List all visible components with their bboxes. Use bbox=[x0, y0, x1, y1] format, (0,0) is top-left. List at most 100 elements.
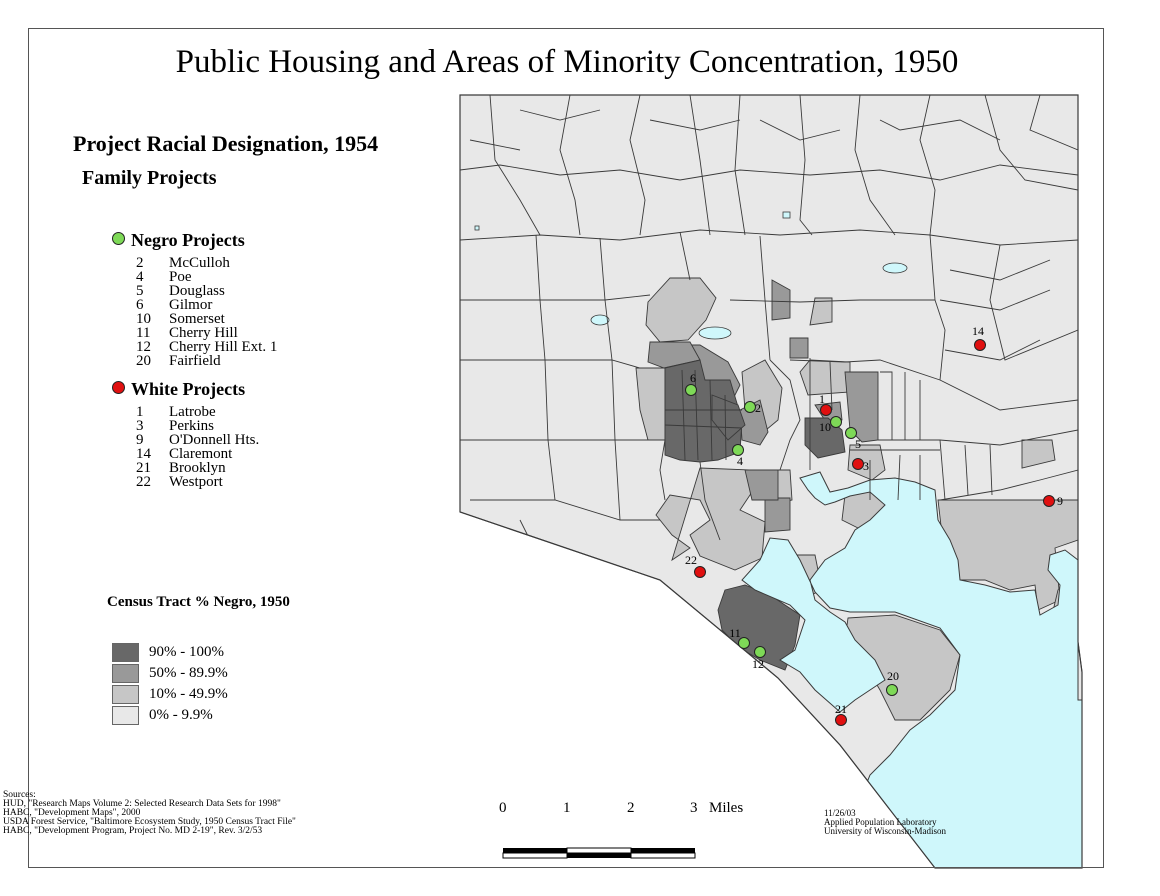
source-line: HABC, "Development Program, Project No. … bbox=[3, 826, 263, 836]
project-name: Latrobe bbox=[169, 404, 216, 420]
sources-note: Sources: HUD, "Research Maps Volume 2: S… bbox=[3, 790, 296, 836]
credit-line: University of Wisconsin-Madison bbox=[824, 826, 946, 836]
project-marker: 22 bbox=[685, 553, 706, 578]
legend-group-heading: Negro Projects bbox=[112, 230, 277, 251]
marker-label: 2 bbox=[755, 401, 761, 415]
red-dot-icon bbox=[852, 458, 864, 470]
marker-label: 22 bbox=[685, 553, 697, 567]
project-number: 1 bbox=[136, 404, 144, 420]
red-dot-icon bbox=[1043, 495, 1055, 507]
marker-label: 6 bbox=[690, 371, 696, 385]
marker-label: 1 bbox=[819, 392, 825, 406]
marker-label: 11 bbox=[729, 626, 741, 640]
red-dot-icon bbox=[835, 714, 847, 726]
scale-tick: 3 bbox=[690, 800, 698, 816]
project-number: 22 bbox=[136, 474, 151, 490]
green-dot-icon bbox=[830, 416, 842, 428]
project-marker: 4 bbox=[732, 444, 744, 468]
class-label: 50% - 89.9% bbox=[149, 665, 228, 681]
legend-group-label: White Projects bbox=[131, 379, 246, 399]
project-name: Cherry Hill Ext. 1 bbox=[169, 339, 278, 355]
project-marker: 5 bbox=[845, 427, 861, 451]
marker-label: 21 bbox=[835, 702, 847, 716]
project-name: Cherry Hill bbox=[169, 325, 238, 341]
project-marker: 10 bbox=[819, 416, 842, 434]
project-list: 2 McCulloh 4 Poe 5 Douglass 6 Gilmor 10 Somerset 1… bbox=[136, 255, 278, 369]
marker-label: 12 bbox=[752, 657, 764, 671]
legend-group-heading: White Projects bbox=[112, 379, 259, 400]
project-row: 3 Perkins bbox=[136, 418, 259, 434]
project-list: 1 Latrobe 3 Perkins 9 O'Donnell Hts. 14 Claremo… bbox=[136, 404, 259, 490]
class-label: 0% - 9.9% bbox=[149, 707, 213, 723]
red-dot-icon bbox=[112, 381, 125, 394]
project-number: 10 bbox=[136, 311, 151, 327]
scale-tick: 2 bbox=[627, 800, 635, 816]
marker-label: 10 bbox=[819, 420, 831, 434]
project-marker: 6 bbox=[685, 371, 697, 396]
map-title: Public Housing and Areas of Minority Con… bbox=[175, 44, 959, 80]
project-marker: 3 bbox=[852, 458, 869, 473]
green-dot-icon bbox=[685, 384, 697, 396]
scale-tick: 1 bbox=[563, 800, 571, 816]
green-dot-icon bbox=[845, 427, 857, 439]
project-number: 5 bbox=[136, 283, 144, 299]
project-number: 2 bbox=[136, 255, 144, 271]
reservoir-water bbox=[698, 326, 732, 340]
project-marker: 20 bbox=[886, 669, 899, 696]
project-marker: 12 bbox=[752, 646, 766, 671]
project-row: 2 McCulloh bbox=[136, 255, 277, 271]
project-marker: 21 bbox=[835, 702, 847, 726]
scale-unit: Miles bbox=[709, 800, 744, 816]
green-dot-icon bbox=[754, 646, 766, 658]
project-row: 20 Fairfield bbox=[136, 353, 277, 369]
marker-label: 5 bbox=[855, 437, 861, 451]
project-number: 12 bbox=[136, 339, 151, 355]
project-number: 14 bbox=[136, 446, 151, 462]
marker-label: 14 bbox=[972, 324, 984, 338]
project-number: 4 bbox=[136, 269, 144, 285]
project-number: 11 bbox=[136, 325, 151, 341]
project-name: Gilmor bbox=[169, 297, 213, 313]
project-marker: 1 bbox=[819, 392, 832, 416]
project-name: Douglass bbox=[169, 283, 225, 299]
tracts-90-100 bbox=[664, 359, 846, 671]
source-line: HUD, "Research Maps Volume 2: Selected R… bbox=[3, 799, 281, 809]
project-number: 6 bbox=[136, 297, 144, 313]
project-row: 12 Cherry Hill Ext. 1 bbox=[136, 339, 278, 355]
project-name: Brooklyn bbox=[169, 460, 226, 476]
red-dot-icon bbox=[694, 566, 706, 578]
credit-line: Applied Population Laboratory bbox=[824, 817, 937, 827]
harbor-water bbox=[741, 471, 1082, 868]
marker-label: 3 bbox=[863, 459, 869, 473]
project-row: 22 Westport bbox=[136, 474, 259, 490]
scale-tick: 0 bbox=[499, 800, 507, 816]
green-dot-icon bbox=[112, 232, 125, 245]
project-row: 9 O'Donnell Hts. bbox=[136, 433, 259, 448]
project-name: Westport bbox=[169, 474, 223, 490]
project-row: 10 Somerset bbox=[136, 311, 277, 327]
class-label: 10% - 49.9% bbox=[149, 686, 228, 702]
project-row: 4 Poe bbox=[136, 269, 277, 285]
source-line: Sources: bbox=[3, 790, 36, 800]
marker-label: 20 bbox=[887, 669, 899, 683]
map-frame: Public Housing and Areas of Minority Con… bbox=[28, 28, 1104, 868]
project-row: 6 Gilmor bbox=[136, 297, 277, 313]
marker-label: 4 bbox=[737, 454, 743, 468]
class-label: 90% - 100% bbox=[149, 644, 224, 660]
reservoir-water bbox=[474, 225, 480, 231]
choropleth-heading: Census Tract % Negro, 1950 bbox=[107, 594, 290, 610]
project-name: Somerset bbox=[169, 311, 225, 327]
marker-label: 9 bbox=[1057, 494, 1063, 508]
project-name: Fairfield bbox=[169, 353, 221, 369]
reservoir-water bbox=[590, 314, 610, 326]
reservoir-water bbox=[782, 211, 791, 219]
green-dot-icon bbox=[732, 444, 744, 456]
green-dot-icon bbox=[886, 684, 898, 696]
project-name: Perkins bbox=[169, 418, 214, 434]
green-dot-icon bbox=[738, 637, 750, 649]
legend-group-label: Negro Projects bbox=[131, 230, 245, 250]
red-dot-icon bbox=[820, 404, 832, 416]
project-row: 1 Latrobe bbox=[136, 404, 259, 420]
negro-projects-legend: Negro Projects 2 McCulloh 4 Poe 5 Douglass 6 Gi… bbox=[112, 230, 278, 369]
